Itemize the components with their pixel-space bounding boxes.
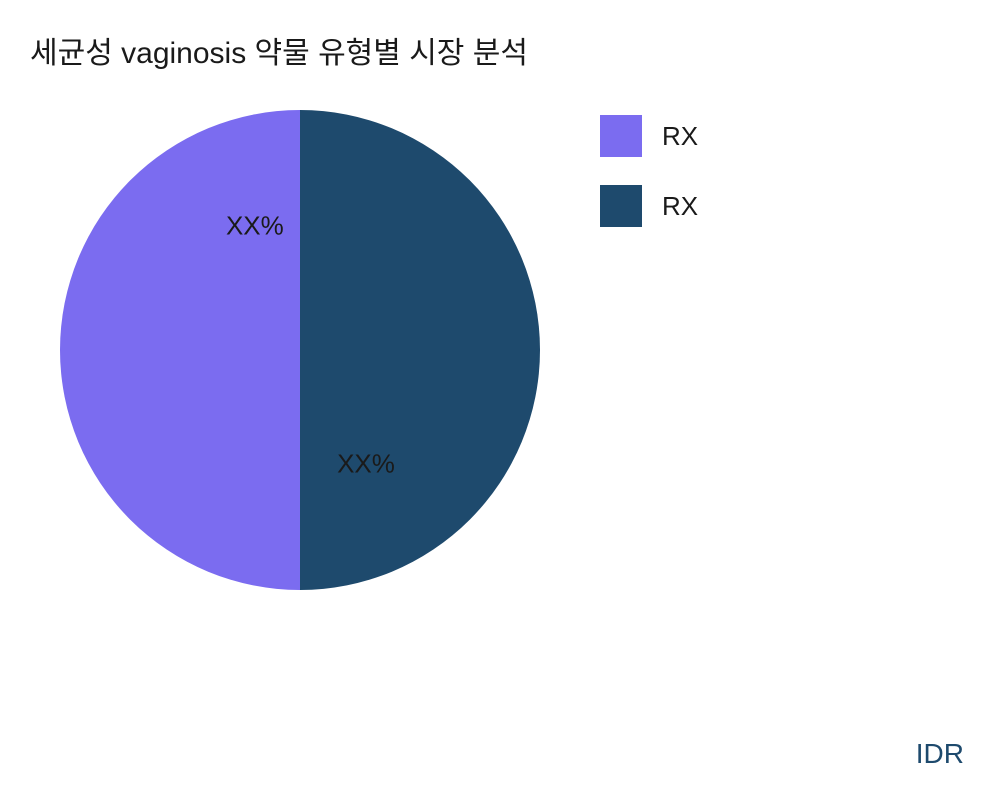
- source-label: IDR: [916, 738, 964, 770]
- chart-title: 세균성 vaginosis 약물 유형별 시장 분석: [30, 28, 528, 72]
- slice-label-0: XX%: [337, 449, 395, 480]
- legend-item-1: RX: [600, 185, 698, 227]
- legend-label-0: RX: [662, 121, 698, 152]
- legend-label-1: RX: [662, 191, 698, 222]
- pie-slice-0: [300, 110, 540, 590]
- pie-svg: [60, 110, 540, 590]
- pie-slice-1: [60, 110, 300, 590]
- pie-chart: XX% XX%: [60, 110, 540, 590]
- slice-label-1: XX%: [226, 210, 284, 241]
- legend-item-0: RX: [600, 115, 698, 157]
- legend-swatch-1: [600, 185, 642, 227]
- legend: RX RX: [600, 115, 698, 255]
- legend-swatch-0: [600, 115, 642, 157]
